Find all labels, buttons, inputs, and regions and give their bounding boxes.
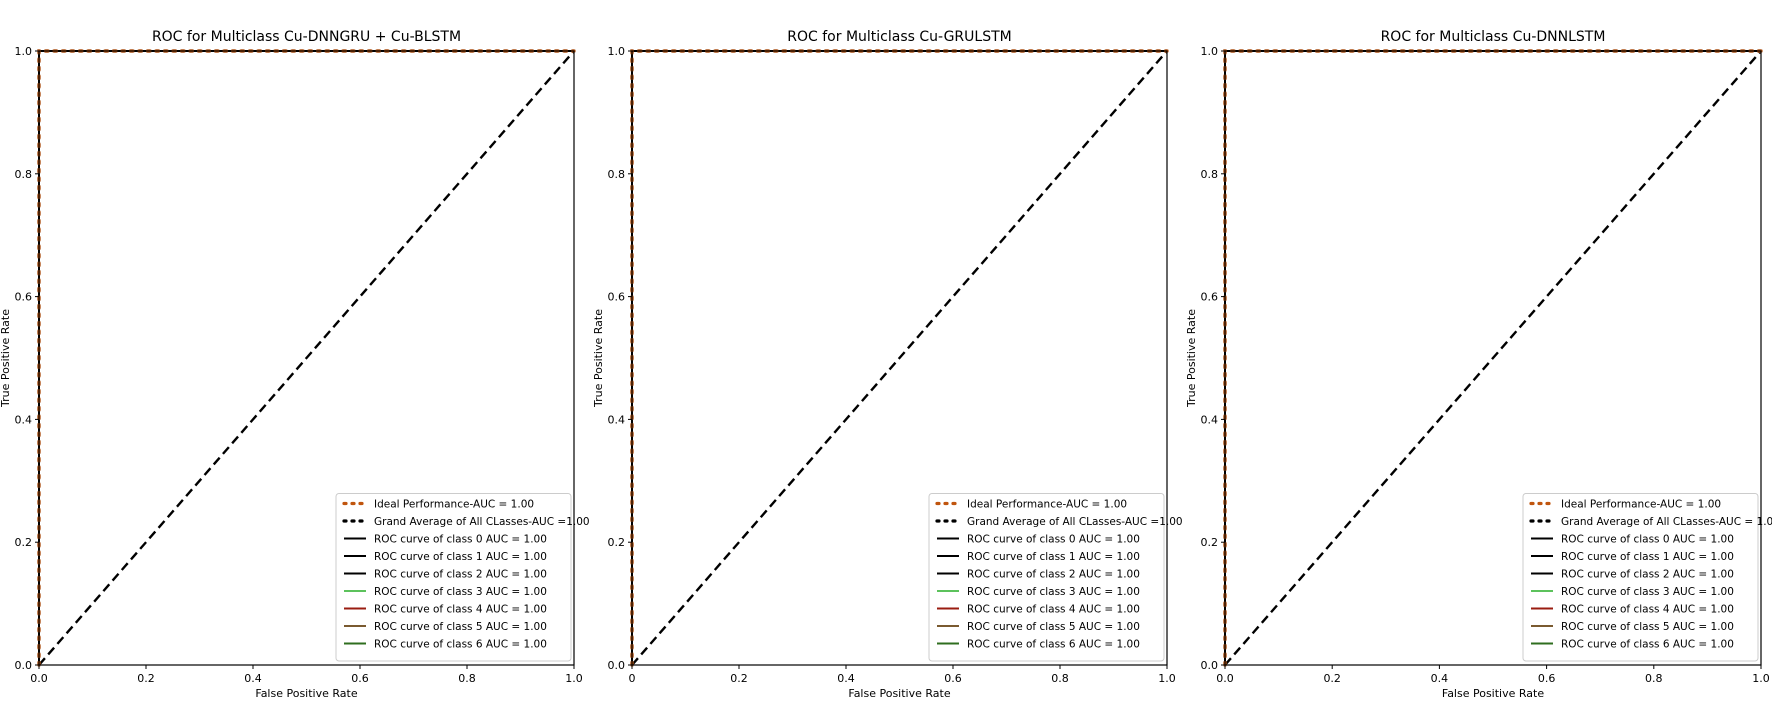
legend-label-5: ROC curve of class 3 AUC = 1.00 [1561,586,1734,598]
x-axis-label: False Positive Rate [848,687,950,700]
legend-label-0: Ideal Performance-AUC = 1.00 [374,499,534,511]
x-tick-label: 0.8 [1645,672,1663,685]
chart-title: ROC for Multiclass Cu-DNNLSTM [1381,29,1606,45]
y-tick-label: 0.2 [1201,536,1219,549]
legend-label-8: ROC curve of class 6 AUC = 1.00 [1561,639,1734,651]
roc-panel-1: ROC for Multiclass Cu-DNNGRU + Cu-BLSTM 0… [0,29,590,700]
y-tick-label: 0.6 [1201,291,1219,304]
x-axis-label: False Positive Rate [255,687,357,700]
legend-label-7: ROC curve of class 5 AUC = 1.00 [1561,621,1734,633]
legend-label-6: ROC curve of class 4 AUC = 1.00 [374,604,547,616]
y-tick-label: 0.0 [608,659,626,672]
legend-label-1: Grand Average of All CLasses-AUC = 1.00 [1561,516,1772,528]
x-tick-label: 1.0 [1158,672,1176,685]
y-axis-label: True Positive Rate [592,309,605,408]
axes-frame [1224,50,1762,666]
y-tick-label: 0.8 [608,168,626,181]
y-tick-label: 0.2 [15,536,33,549]
axes-frame [38,50,575,666]
y-tick-label: 0.8 [1201,168,1219,181]
y-tick-label: 0.8 [15,168,33,181]
legend-box [335,493,572,662]
x-axis-label: False Positive Rate [1442,687,1544,700]
x-tick-label: 0.6 [1538,672,1556,685]
legend: Ideal Performance-AUC = 1.00 Grand Averag… [1522,493,1772,662]
roc-panel-3: ROC for Multiclass Cu-DNNLSTM 0.0 0.2 0.4 0.… [1185,29,1772,700]
x-tick-label: 0.6 [351,672,369,685]
chance-diagonal-line [38,50,575,666]
x-tick-label: 0.6 [944,672,962,685]
legend-label-5: ROC curve of class 3 AUC = 1.00 [374,586,547,598]
legend-box [928,493,1165,662]
legend-label-8: ROC curve of class 6 AUC = 1.00 [374,639,547,651]
chart-title: ROC for Multiclass Cu-GRULSTM [787,29,1011,45]
chance-diagonal-line [631,50,1168,666]
x-tick-label: 1.0 [1752,672,1770,685]
legend-box [1522,493,1759,662]
legend-label-8: ROC curve of class 6 AUC = 1.00 [967,639,1140,651]
y-tick-label: 0.6 [608,291,626,304]
legend-label-2: ROC curve of class 0 AUC = 1.00 [1561,534,1734,546]
x-tick-label: 0.2 [1323,672,1341,685]
x-tick-label: 0.4 [244,672,262,685]
y-tick-label: 0.2 [608,536,626,549]
chance-diagonal-line [1224,50,1762,666]
y-tick-label: 1.0 [608,45,626,58]
roc-panel-2: ROC for Multiclass Cu-GRULSTM 0 0.2 0.4 0.6 0… [592,29,1183,700]
x-tick-label: 0.4 [1431,672,1449,685]
legend-label-1: Grand Average of All CLasses-AUC =1.00 [967,516,1183,528]
legend-label-0: Ideal Performance-AUC = 1.00 [967,499,1127,511]
y-tick-label: 0.0 [15,659,33,672]
legend: Ideal Performance-AUC = 1.00 Grand Averag… [335,493,590,662]
x-tick-label: 0.0 [1216,672,1234,685]
x-tick-label: 0.8 [458,672,476,685]
legend-label-2: ROC curve of class 0 AUC = 1.00 [967,534,1140,546]
y-axis-label: True Positive Rate [1185,309,1198,408]
legend-label-1: Grand Average of All CLasses-AUC =1.00 [374,516,590,528]
legend-label-5: ROC curve of class 3 AUC = 1.00 [967,586,1140,598]
x-tick-label: 0.0 [30,672,48,685]
y-tick-label: 0.4 [15,413,33,426]
y-tick-label: 0.6 [15,291,33,304]
y-tick-label: 1.0 [1201,45,1219,58]
legend-label-4: ROC curve of class 2 AUC = 1.00 [967,569,1140,581]
legend-label-3: ROC curve of class 1 AUC = 1.00 [374,551,547,563]
y-tick-label: 0.4 [608,413,626,426]
x-tick-label: 0.4 [837,672,855,685]
y-axis-label: True Positive Rate [0,309,12,408]
chart-title: ROC for Multiclass Cu-DNNGRU + Cu-BLSTM [152,29,461,45]
legend-label-6: ROC curve of class 4 AUC = 1.00 [1561,604,1734,616]
x-tick-label: 0 [629,672,636,685]
legend-label-7: ROC curve of class 5 AUC = 1.00 [374,621,547,633]
legend-label-4: ROC curve of class 2 AUC = 1.00 [1561,569,1734,581]
y-tick-label: 0.4 [1201,413,1219,426]
legend-label-3: ROC curve of class 1 AUC = 1.00 [1561,551,1734,563]
x-tick-label: 0.8 [1051,672,1069,685]
legend-label-0: Ideal Performance-AUC = 1.00 [1561,499,1721,511]
legend-label-7: ROC curve of class 5 AUC = 1.00 [967,621,1140,633]
y-tick-label: 1.0 [15,45,33,58]
x-tick-label: 0.2 [730,672,748,685]
legend-label-2: ROC curve of class 0 AUC = 1.00 [374,534,547,546]
x-tick-label: 1.0 [565,672,583,685]
legend: Ideal Performance-AUC = 1.00 Grand Averag… [928,493,1183,662]
legend-label-4: ROC curve of class 2 AUC = 1.00 [374,569,547,581]
legend-label-6: ROC curve of class 4 AUC = 1.00 [967,604,1140,616]
x-tick-label: 0.2 [137,672,155,685]
axes-frame [631,50,1168,666]
legend-label-3: ROC curve of class 1 AUC = 1.00 [967,551,1140,563]
y-tick-label: 0.0 [1201,659,1219,672]
